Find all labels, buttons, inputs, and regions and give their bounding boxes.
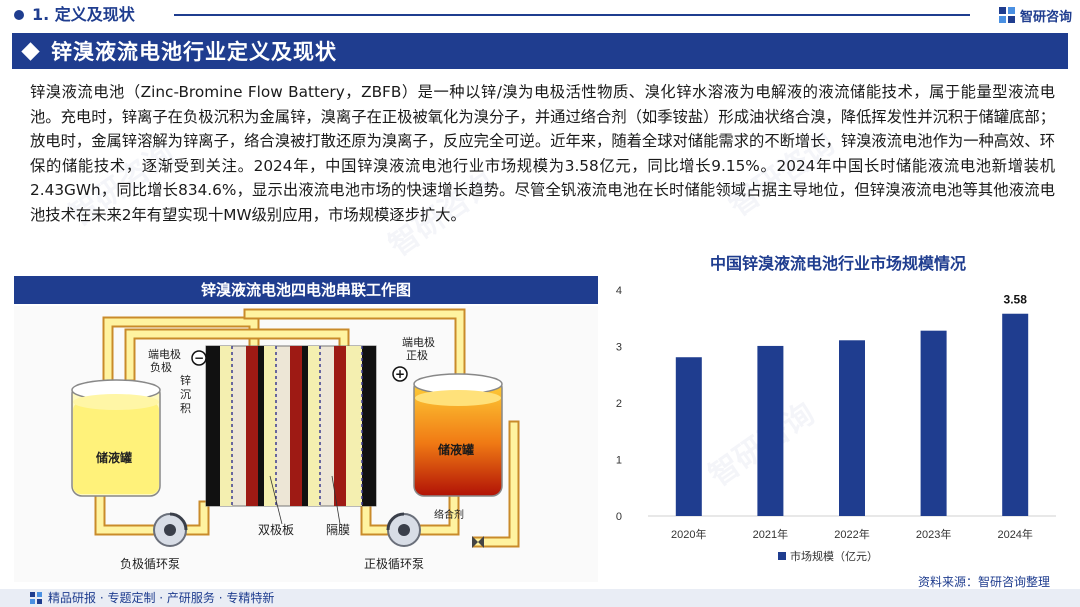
x-tick-label: 2021年	[753, 527, 788, 541]
source-note: 资料来源：智研咨询整理	[917, 575, 1050, 589]
minus-sign: −	[194, 351, 204, 365]
negative-terminal-icon: −	[191, 350, 207, 366]
y-tick-label: 2	[616, 398, 622, 410]
zinc-label-3: 积	[180, 402, 191, 415]
y-tick-label: 3	[616, 342, 622, 354]
bar-2021年	[757, 345, 784, 516]
right-tank	[413, 373, 503, 497]
y-tick-label: 1	[616, 455, 622, 467]
y-tick-label: 4	[616, 285, 622, 297]
pipes	[94, 308, 520, 548]
legend-swatch	[778, 552, 786, 560]
leader-lines	[269, 475, 341, 525]
positive-terminal-icon: +	[392, 366, 408, 382]
footer-text: 精品研报 · 专题定制 · 产研服务 · 专精特新	[48, 591, 275, 605]
zinc-label-1: 锌	[180, 373, 191, 387]
diagram-title: 锌溴液流电池四电池串联工作图	[14, 276, 598, 304]
bar-2024年	[1002, 313, 1029, 516]
chart-canvas: 0 1 2 3 4 2020年 2021年 2022年 2023年 2024年 3.58 市场规模（亿…	[616, 285, 1056, 563]
plus-sign: +	[395, 367, 405, 381]
positive-pump-icon	[386, 512, 421, 547]
chart-title: 中国锌溴液流电池行业市场规模情况	[709, 254, 966, 273]
diamond-icon	[21, 41, 40, 61]
brand-logo-icon	[998, 7, 1015, 23]
pos-terminal-label-1: 端电极	[402, 335, 435, 349]
pos-terminal-label-2: 正极	[406, 348, 428, 362]
valve-icon	[472, 536, 484, 548]
bar-2023年	[920, 330, 947, 516]
footer-logo-icon	[30, 592, 42, 604]
diagram-canvas: − + 端电极 负极 锌 沉 积 端电极 正极 储液罐 储液罐 络合剂 双极板 …	[14, 306, 598, 582]
legend-label: 市场规模（亿元）	[790, 549, 878, 563]
bar-2020年	[675, 357, 702, 516]
brand-name: 智研咨询	[1019, 9, 1072, 25]
y-tick-label: 0	[616, 511, 622, 523]
flow-battery-diagram: − + 端电极 负极 锌 沉 积 端电极 正极 储液罐 储液罐 络合剂 双极板 …	[14, 306, 598, 582]
cell-stack	[205, 345, 377, 507]
negative-pump-label: 负极循环泵	[120, 557, 180, 571]
header-rule	[174, 14, 970, 16]
footer-bar: 精品研报 · 专题定制 · 产研服务 · 专精特新	[0, 589, 1080, 607]
title-bar: 锌溴液流电池行业定义及现状	[12, 33, 1068, 69]
x-tick-label: 2022年	[834, 527, 869, 541]
market-size-chart: 0 1 2 3 4 2020年 2021年 2022年 2023年 2024年 3.58 市场规模（亿…	[608, 276, 1070, 576]
intro-paragraph: 锌溴液流电池（Zinc-Bromine Flow Battery，ZBFB）是一…	[30, 83, 1055, 224]
left-tank-label: 储液罐	[96, 450, 132, 465]
x-tick-label: 2023年	[916, 527, 951, 541]
bullet-dot	[14, 10, 24, 20]
top-bar: 1. 定义及现状 智研咨询	[0, 0, 1080, 30]
data-label: 3.58	[1004, 293, 1028, 307]
right-tank-label: 储液罐	[438, 442, 474, 457]
positive-pump-label: 正极循环泵	[364, 557, 424, 571]
zinc-label-2: 沉	[180, 388, 191, 401]
complexing-agent-label: 络合剂	[434, 508, 464, 521]
page-title: 锌溴液流电池行业定义及现状	[51, 40, 337, 64]
x-tick-label: 2024年	[997, 527, 1032, 541]
bar-2022年	[839, 340, 865, 516]
section-heading: 1. 定义及现状	[32, 5, 135, 24]
negative-pump-icon	[153, 512, 188, 547]
membrane-label: 隔膜	[326, 523, 350, 537]
brand: 智研咨询	[998, 4, 1072, 26]
neg-terminal-label-2: 负极	[150, 360, 172, 374]
bipolar-plate-label: 双极板	[258, 523, 294, 537]
x-tick-label: 2020年	[671, 527, 706, 541]
left-tank	[71, 379, 161, 497]
neg-terminal-label-1: 端电极	[148, 347, 181, 361]
